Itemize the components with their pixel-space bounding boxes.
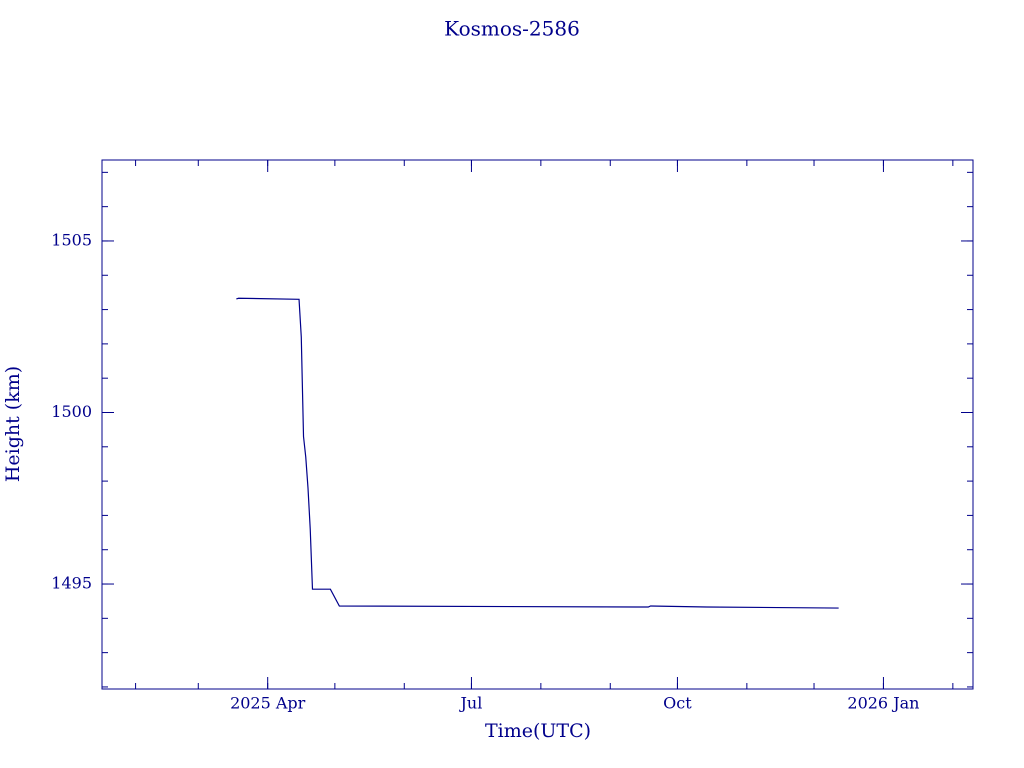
y-axis-label: Height (km)	[2, 366, 24, 482]
x-tick-label: 2026 Jan	[847, 694, 919, 713]
x-tick-label: Oct	[663, 694, 692, 713]
data-line	[236, 297, 839, 609]
y-tick-label: 1500	[51, 402, 92, 421]
x-tick-label: 2025 Apr	[230, 694, 306, 713]
chart-title: Kosmos-2586	[444, 17, 580, 41]
y-tick-label: 1495	[51, 574, 92, 593]
x-axis-label: Time(UTC)	[485, 720, 591, 742]
y-tick-label: 1505	[51, 230, 92, 249]
x-tick-label: Jul	[459, 694, 483, 713]
plot-frame	[101, 159, 974, 690]
